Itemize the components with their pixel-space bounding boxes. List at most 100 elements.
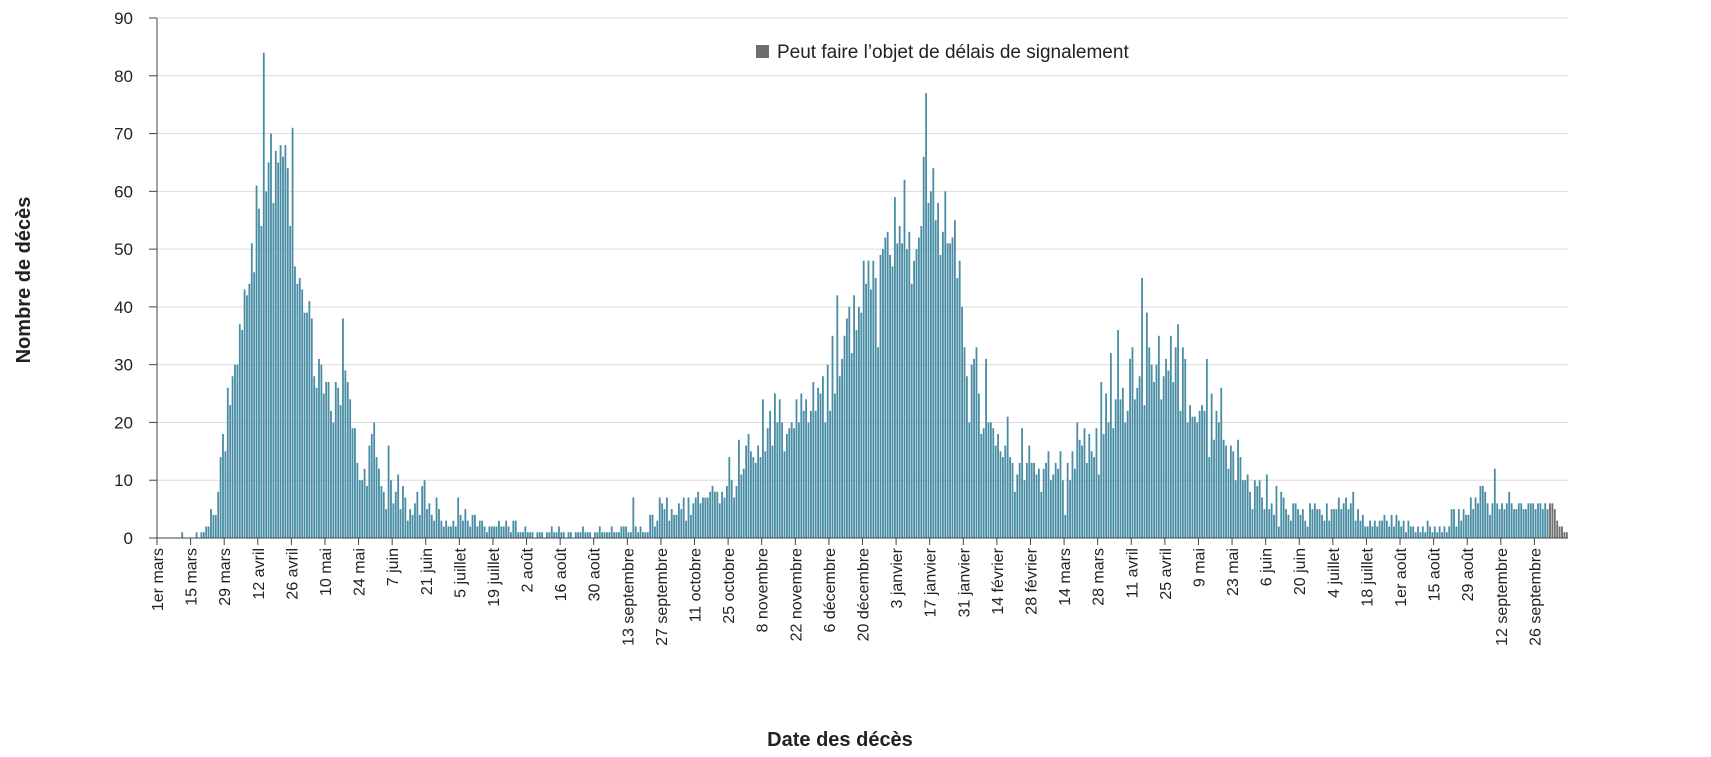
bar [855, 330, 858, 538]
bar [1085, 462, 1088, 538]
bar [1210, 393, 1213, 538]
y-tick-label: 40 [114, 298, 133, 317]
bar [678, 503, 680, 538]
bar [1083, 428, 1086, 538]
bar [889, 254, 892, 538]
bar [1049, 480, 1052, 538]
bar [1196, 422, 1199, 538]
bar [1208, 457, 1211, 538]
bar [805, 399, 808, 538]
x-tick-label: 27 septembre [654, 548, 671, 646]
bar [819, 393, 822, 538]
bar [229, 405, 232, 538]
bar [668, 520, 671, 538]
x-tick-label: 17 janvier [923, 547, 940, 617]
bar [428, 503, 431, 538]
bar [260, 226, 263, 538]
bar [913, 260, 916, 538]
bar [354, 428, 356, 538]
bar [255, 185, 258, 539]
bar [1328, 520, 1331, 538]
bar [1220, 387, 1223, 538]
bar [1553, 509, 1556, 538]
bar [1477, 503, 1479, 538]
bar [378, 468, 380, 538]
bar [181, 532, 184, 538]
x-tick-label: 31 janvier [956, 547, 973, 617]
bar [1520, 503, 1523, 538]
bar [1364, 526, 1367, 538]
legend-background [695, 28, 1295, 74]
bar [1287, 514, 1290, 538]
bar [1249, 491, 1251, 538]
bar [675, 514, 678, 538]
bar [999, 451, 1002, 538]
bar [817, 387, 820, 538]
bar [718, 503, 721, 538]
bar [474, 514, 476, 538]
bar [1385, 520, 1388, 538]
bar [1234, 480, 1237, 538]
x-tick-label: 11 octobre [688, 548, 705, 623]
bar [236, 364, 239, 538]
bar [774, 393, 776, 538]
bar [390, 480, 392, 538]
bar [349, 399, 352, 538]
y-tick-label: 70 [114, 125, 133, 144]
bar [730, 480, 733, 538]
bar [330, 410, 332, 538]
bar [1330, 509, 1333, 538]
x-tick-label: 3 janvier [889, 547, 906, 608]
bar [1129, 358, 1131, 538]
bar [586, 532, 589, 538]
bar [1150, 364, 1153, 538]
bar [1366, 526, 1369, 538]
bar [442, 526, 445, 538]
x-tick-label: 14 mars [1057, 548, 1074, 606]
bar [426, 509, 428, 538]
bar [1107, 422, 1110, 538]
bar [716, 491, 719, 538]
bar [526, 532, 529, 538]
bar [234, 364, 236, 538]
bar [1174, 347, 1177, 538]
bar [829, 410, 832, 538]
bar [1546, 509, 1549, 538]
bar [577, 532, 580, 538]
bar [313, 376, 316, 538]
bar [620, 526, 623, 538]
bar [519, 532, 522, 538]
bar [291, 127, 294, 539]
bar [1222, 439, 1225, 538]
bar [841, 358, 844, 538]
bar [1529, 503, 1532, 538]
bar [1405, 532, 1407, 538]
bar [1515, 509, 1518, 538]
bar [1292, 503, 1295, 538]
bar [505, 520, 508, 538]
bar [1114, 399, 1117, 538]
bar [1453, 509, 1455, 538]
bar [932, 168, 935, 538]
bar [238, 324, 241, 538]
bar [738, 439, 740, 538]
x-tick-label: 28 février [1023, 547, 1040, 614]
bar [296, 283, 299, 538]
bar [502, 526, 505, 538]
bar [1095, 428, 1098, 538]
bar [466, 520, 469, 538]
x-tick-label: 1er mars [150, 548, 167, 611]
bar [1088, 434, 1091, 538]
bar [1513, 509, 1515, 538]
bar [481, 520, 484, 538]
bar [1025, 462, 1028, 538]
bar [1198, 410, 1201, 538]
bar [1549, 503, 1551, 538]
bar [1378, 520, 1381, 538]
x-tick-label: 6 décembre [822, 548, 839, 633]
x-tick-label: 9 mai [1191, 548, 1208, 587]
bar [1397, 520, 1400, 538]
bar [1189, 405, 1191, 538]
bar [709, 491, 712, 538]
